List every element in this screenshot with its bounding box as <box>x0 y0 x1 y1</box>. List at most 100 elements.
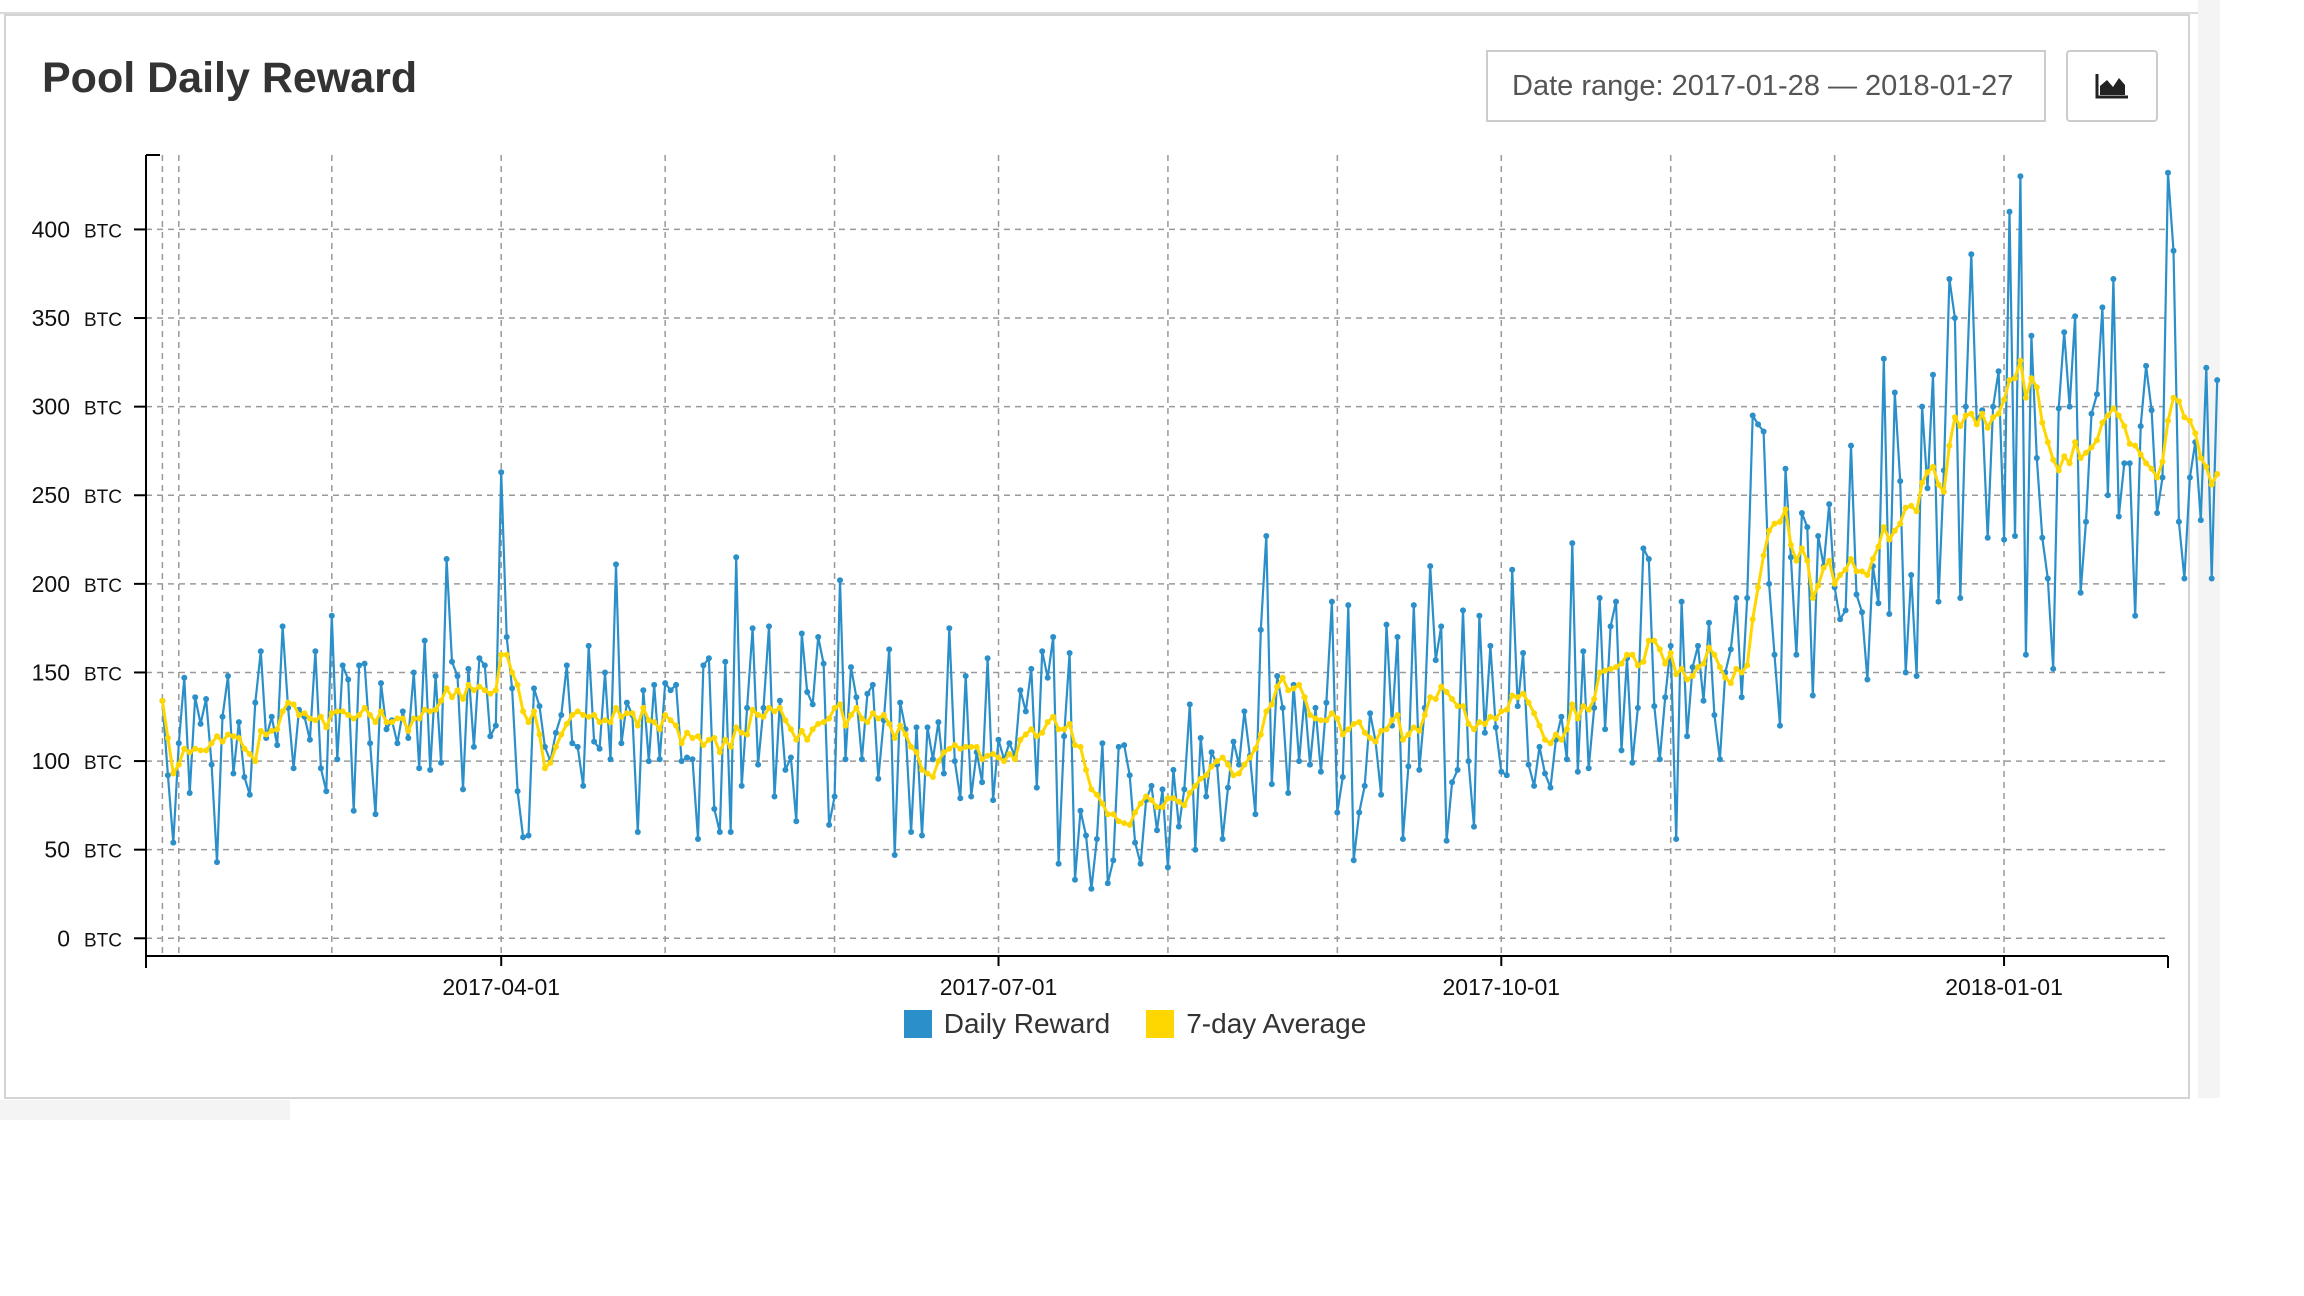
daily-reward-point <box>716 829 723 835</box>
seven-day-average-point <box>2066 460 2073 467</box>
seven-day-average-point <box>908 743 915 750</box>
seven-day-average-point <box>1492 715 1499 722</box>
daily-reward-point <box>525 832 532 839</box>
daily-reward-point <box>1416 766 1423 773</box>
seven-day-average-point <box>1651 637 1658 644</box>
seven-day-average-point <box>432 706 439 713</box>
daily-reward-point <box>826 821 833 828</box>
daily-reward-point <box>1902 669 1909 676</box>
seven-day-average-point <box>673 722 680 729</box>
seven-day-average-point <box>203 747 210 754</box>
daily-reward-point <box>454 673 461 679</box>
seven-day-average-point <box>410 715 417 722</box>
seven-day-average-point <box>1919 479 1926 486</box>
seven-day-average-point <box>1798 545 1805 552</box>
daily-reward-point <box>2154 510 2161 516</box>
seven-day-average-point <box>235 735 242 741</box>
daily-reward-point <box>929 756 936 763</box>
daily-reward-point <box>2088 410 2095 417</box>
daily-reward-point <box>498 469 505 476</box>
daily-reward-point <box>1006 740 1013 747</box>
seven-day-average-point <box>897 722 904 729</box>
daily-reward-point <box>2033 455 2040 461</box>
seven-day-average-point <box>684 729 690 736</box>
daily-reward-point <box>1399 836 1406 842</box>
page-bottom-strip <box>0 1100 290 1120</box>
seven-day-average-point <box>1913 508 1920 515</box>
seven-day-average-point <box>1957 423 1964 430</box>
seven-day-average-point <box>328 710 335 717</box>
date-range-picker[interactable]: Date range: 2017-01-28 — 2018-01-27 <box>1486 50 2046 122</box>
daily-reward-point <box>2175 518 2182 525</box>
x-tick-label: 2017-07-01 <box>940 974 1058 1000</box>
seven-day-average-point <box>1503 706 1510 713</box>
y-tick-label: 50 <box>44 837 70 863</box>
seven-day-average-point <box>940 749 947 756</box>
daily-reward-point <box>831 793 838 800</box>
daily-reward-point <box>235 719 242 726</box>
seven-day-average-point <box>1536 722 1543 729</box>
daily-reward-point <box>1252 811 1259 818</box>
seven-day-average-point <box>2148 465 2155 472</box>
y-tick-unit: BTC <box>84 310 122 331</box>
daily-reward-point <box>361 660 368 667</box>
daily-reward-point <box>793 818 800 825</box>
daily-reward-point <box>339 662 346 669</box>
x-tick-label: 2017-10-01 <box>1442 974 1560 1000</box>
legend-item-average[interactable]: 7-day Average <box>1146 1008 1366 1040</box>
daily-reward-point <box>1186 701 1193 708</box>
seven-day-average-point <box>990 751 997 757</box>
seven-day-average-point <box>274 726 281 733</box>
daily-reward-point <box>886 646 893 653</box>
daily-reward-point <box>809 701 816 708</box>
daily-reward-point <box>487 733 494 740</box>
seven-day-average-point <box>727 743 734 750</box>
seven-day-average-point <box>394 715 401 722</box>
daily-reward-point <box>372 811 379 818</box>
seven-day-average-point <box>186 749 193 756</box>
seven-day-average-point <box>618 713 625 720</box>
daily-reward-point <box>1350 857 1357 864</box>
seven-day-average-point <box>1924 469 1931 476</box>
seven-day-average-point <box>820 719 827 726</box>
daily-reward-point <box>1613 598 1619 605</box>
seven-day-average-point <box>1389 717 1395 724</box>
daily-reward-point <box>1859 609 1865 616</box>
seven-day-average-point <box>2121 423 2128 430</box>
legend-item-daily[interactable]: Daily Reward <box>903 1008 1110 1040</box>
seven-day-average-point <box>263 731 270 738</box>
seven-day-average-point <box>1531 710 1538 717</box>
seven-day-average-point <box>1252 745 1259 752</box>
seven-day-average-point <box>957 745 964 752</box>
daily-reward-point <box>858 756 865 763</box>
seven-day-average-point <box>973 743 980 750</box>
daily-reward-point <box>1405 763 1412 770</box>
daily-reward-point <box>1509 566 1516 573</box>
daily-reward-point <box>1039 648 1046 655</box>
seven-day-average-point <box>2159 458 2166 465</box>
daily-reward-point <box>1607 623 1614 630</box>
daily-reward-point <box>536 703 543 710</box>
seven-day-average-point <box>1044 719 1051 726</box>
daily-reward-point <box>2061 329 2068 336</box>
daily-reward-point <box>1804 524 1811 531</box>
seven-day-average-point <box>2170 394 2177 401</box>
daily-reward-point <box>695 836 701 842</box>
seven-day-average-point <box>2203 463 2210 470</box>
daily-reward-point <box>2083 518 2089 525</box>
daily-reward-point <box>399 708 406 715</box>
seven-day-average-point <box>580 712 587 718</box>
daily-reward-point <box>175 740 182 747</box>
seven-day-average-point <box>476 683 483 690</box>
daily-reward-point <box>345 676 352 683</box>
chart-type-button[interactable] <box>2066 50 2158 122</box>
daily-reward-point <box>897 699 904 706</box>
daily-reward-point <box>935 719 942 726</box>
daily-reward-point <box>940 770 947 777</box>
seven-day-average-point <box>361 704 368 711</box>
daily-reward-point <box>1033 784 1040 791</box>
seven-day-average-point <box>591 712 598 718</box>
daily-reward-point <box>771 793 778 800</box>
seven-day-average-point <box>1766 527 1773 534</box>
seven-day-average-point <box>1334 715 1341 722</box>
